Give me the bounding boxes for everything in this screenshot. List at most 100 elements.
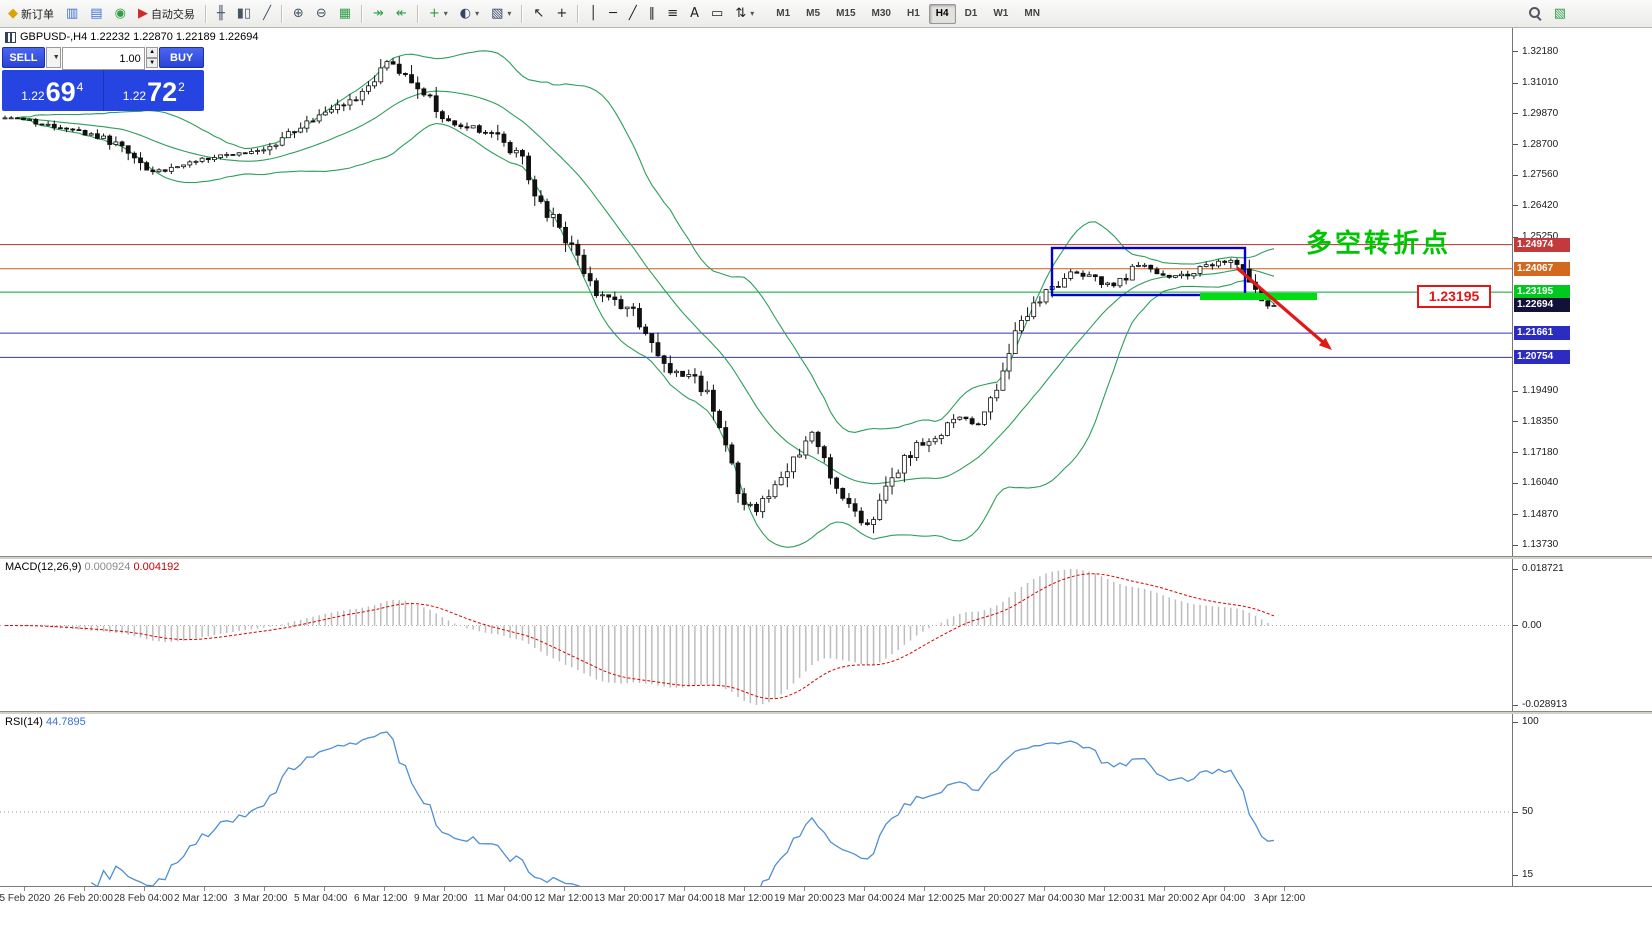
candle-body (526, 155, 531, 181)
timeframe-m5-button[interactable]: M5 (799, 4, 827, 24)
channel-button[interactable]: ∥ (644, 3, 661, 25)
crosshair-button[interactable]: + (551, 3, 572, 25)
timeframe-m30-button[interactable]: M30 (865, 4, 898, 24)
navigator-button[interactable]: ◉ (110, 3, 131, 25)
chart-title: GBPUSD-,H4 1.22232 1.22870 1.22189 1.226… (5, 31, 259, 43)
timeframe-w1-button[interactable]: W1 (986, 4, 1015, 24)
timeframe-h1-button[interactable]: H1 (900, 4, 927, 24)
cursor-button[interactable]: ↖ (528, 3, 549, 25)
auto-scroll-icon: ↠ (373, 6, 384, 21)
price-axis[interactable]: 1.32180 1.31010 1.29870 1.28700 1.27560 1.264… (1512, 28, 1652, 556)
horizontal-line-button[interactable]: ─ (604, 3, 622, 25)
price-chart[interactable]: 多空转折点 1.23195 (0, 28, 1512, 556)
candle-body (329, 109, 334, 113)
macd-value-main: 0.000924 (84, 561, 131, 573)
candle-body (821, 446, 827, 459)
volume-input[interactable] (61, 47, 145, 70)
macd-scale-label: -0.028913 (1522, 699, 1568, 710)
auto-scroll-button[interactable]: ↠ (368, 3, 389, 25)
zoom-in-button[interactable]: ⊕ (288, 3, 309, 25)
candle-body (230, 154, 236, 156)
candle-body (612, 296, 618, 300)
timeframe-m1-button[interactable]: M1 (769, 4, 797, 24)
candle-body (88, 133, 94, 136)
candle-body (593, 280, 599, 297)
periods-button[interactable]: ◐ ▾ (455, 3, 484, 25)
candle-body (692, 374, 698, 377)
dropdown-caret-icon: ▾ (507, 9, 512, 18)
line-chart-button[interactable]: ╱ (258, 3, 276, 25)
volume-dropdown-button[interactable]: ▼ (45, 47, 61, 68)
fibonacci-button[interactable]: ≡ (662, 3, 683, 25)
volume-down-button[interactable]: ▼ (145, 57, 159, 68)
axis-tick (1513, 874, 1518, 876)
tile-windows-button[interactable]: ▦ (334, 3, 356, 25)
candle-body (914, 442, 920, 459)
support-highlight-bar[interactable] (1200, 293, 1317, 300)
candle-body (366, 85, 371, 92)
candle-body (729, 444, 735, 464)
candle-body (649, 333, 655, 344)
candle-body (550, 214, 556, 218)
timeframe-h4-button[interactable]: H4 (928, 3, 956, 24)
volume-up-button[interactable]: ▲ (145, 47, 159, 58)
time-axis-label: 3 Apr 12:00 (1254, 893, 1306, 904)
candle-body (181, 164, 187, 168)
data-window-button[interactable]: ▤ (85, 3, 107, 25)
sell-button[interactable]: SELL (2, 47, 45, 68)
candle-body (871, 519, 876, 525)
buy-button[interactable]: BUY (159, 47, 204, 68)
candle-body (908, 455, 913, 459)
chart-shift-icon: ↞ (395, 6, 407, 21)
buy-quote[interactable]: 1.22 72 2 (104, 70, 205, 111)
price-level-tag: 1.24067 (1514, 261, 1570, 276)
candle-body (1086, 274, 1092, 277)
panel-divider[interactable] (0, 556, 1652, 559)
autotrading-button[interactable]: ▶ 自动交易 (133, 3, 200, 25)
consolidation-rectangle[interactable] (1050, 246, 1247, 297)
trendline-button[interactable]: ╱ (624, 3, 642, 25)
bar-chart-button[interactable]: ╫ (212, 3, 230, 25)
candle-body (532, 179, 538, 197)
candle-body (82, 130, 88, 136)
sell-price-prefix: 1.22 (21, 89, 45, 103)
text-label-button[interactable]: ▭ (706, 3, 728, 25)
new-order-button[interactable]: ◆ 新订单 (3, 3, 59, 25)
arrows-button[interactable]: ⇅ ▾ (730, 3, 759, 25)
price-callout-box[interactable] (1417, 285, 1491, 308)
candle-body (1166, 274, 1172, 278)
indicators-button[interactable]: + ▾ (424, 3, 453, 25)
text-button[interactable]: A (685, 3, 704, 25)
timeframe-d1-button[interactable]: D1 (958, 4, 985, 24)
zoom-out-button[interactable]: ⊖ (311, 3, 332, 25)
timeframe-mn-button[interactable]: MN (1017, 4, 1047, 24)
market-watch-button[interactable]: ▥ (61, 3, 83, 25)
candle-body (1105, 282, 1111, 286)
time-axis-label: 17 Mar 04:00 (654, 893, 713, 904)
candle-body (261, 149, 267, 152)
chart-profile-button[interactable]: ▧ (1549, 2, 1571, 24)
candlestick-chart-button[interactable]: ▮▯ (232, 3, 256, 25)
chart-shift-button[interactable]: ↞ (391, 3, 412, 25)
candle-body (255, 150, 260, 152)
time-axis-tick (1104, 887, 1105, 891)
sell-direction-arrow[interactable] (1235, 266, 1327, 346)
candle-body (557, 214, 562, 228)
toolbar-separator (416, 4, 419, 23)
vertical-line-button[interactable]: │ (584, 3, 602, 25)
time-axis-label: 26 Feb 20:00 (54, 893, 113, 904)
time-axis-label: 12 Mar 12:00 (534, 893, 593, 904)
timeframe-m15-button[interactable]: M15 (829, 4, 862, 24)
candle-body (544, 201, 550, 218)
templates-button[interactable]: ▧ ▾ (486, 3, 516, 25)
turning-point-annotation[interactable]: 多空转折点 (1306, 228, 1451, 258)
sell-quote[interactable]: 1.22 69 4 (2, 70, 104, 111)
arrow-head (1318, 337, 1332, 350)
candle-body (600, 294, 605, 297)
time-axis-label: 3 Mar 20:00 (234, 893, 288, 904)
panel-divider[interactable] (0, 711, 1652, 714)
search-button[interactable] (1523, 2, 1547, 24)
bollinger-middle-band (17, 90, 1275, 485)
time-axis-tick (1224, 887, 1225, 891)
